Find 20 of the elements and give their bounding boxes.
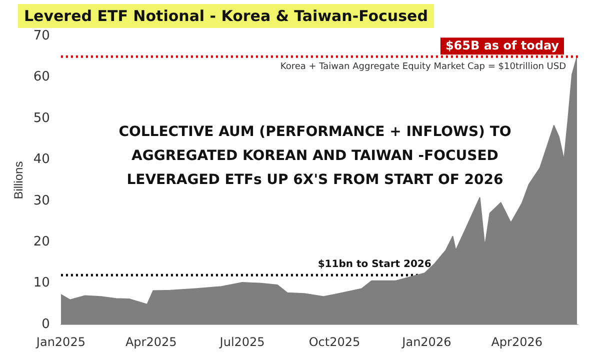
y-axis-title: Billions (12, 161, 26, 200)
annotation: COLLECTIVE AUM (PERFORMANCE + INFLOWS) TO AGGREGATED KOREAN AND TAIWAN -FOCUSED LEVERAGED ETFs UP 6X'S FROM START OF 2026 (118, 123, 512, 190)
chart-title: Levered ETF Notional - Korea & Taiwan-Focused (18, 4, 434, 28)
annotation: $11bn to Start 2026 (318, 259, 432, 270)
y-tick-label: 70 (33, 28, 50, 44)
y-tick-label: 30 (33, 193, 50, 208)
x-tick-label: Apr2025 (125, 334, 177, 349)
x-tick-label: Jan2025 (35, 334, 86, 349)
y-tick-label: 0 (42, 316, 50, 332)
x-tick-label: Apr2026 (491, 334, 543, 349)
y-tick-label: 10 (33, 276, 50, 291)
annotation: Korea + Taiwan Aggregate Equity Market Cap = $10trillion USD (280, 62, 566, 72)
x-tick-label: Oct2025 (308, 334, 360, 349)
y-tick-label: 60 (33, 70, 50, 85)
ref-line-label: $65B as of today (445, 38, 560, 53)
x-tick-label: Jul2025 (218, 334, 265, 349)
y-tick-label: 20 (33, 234, 50, 250)
y-tick-label: 40 (33, 152, 50, 168)
x-tick-label: Jan2026 (401, 334, 452, 349)
y-tick-label: 50 (33, 110, 50, 126)
